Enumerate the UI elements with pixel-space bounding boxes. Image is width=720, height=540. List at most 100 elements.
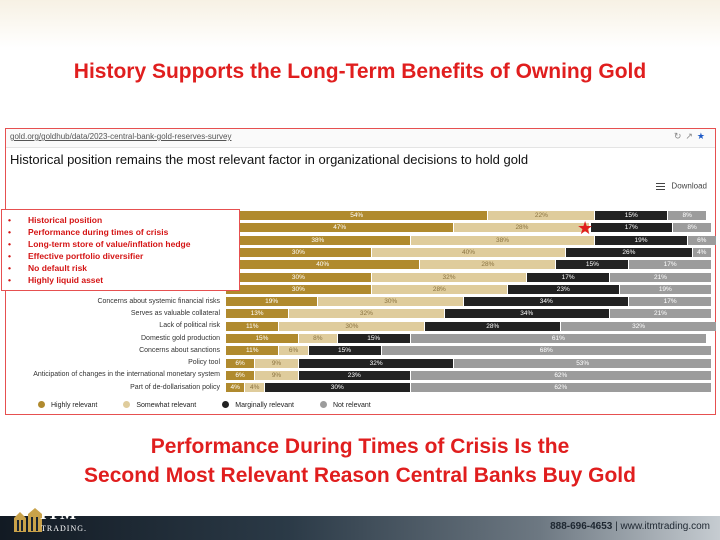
- bar-segment[interactable]: 47%: [226, 223, 454, 233]
- legend-item[interactable]: Not relevant: [319, 401, 371, 409]
- bar-segment[interactable]: 23%: [298, 370, 410, 380]
- bar-value-label: 11%: [245, 347, 259, 355]
- legend-label: Not relevant: [332, 402, 371, 409]
- bar-segment[interactable]: 62%: [410, 383, 711, 393]
- headline-bottom-line-2: Second Most Relevant Reason Central Bank…: [84, 464, 636, 487]
- bar-value-label: 6%: [288, 347, 299, 355]
- bar-segment[interactable]: 13%: [226, 309, 289, 319]
- bar-segment[interactable]: 30%: [226, 272, 371, 282]
- bar-segment[interactable]: 8%: [673, 223, 711, 233]
- bar-value-label: 19%: [658, 285, 672, 293]
- bar-segment[interactable]: 17%: [629, 260, 711, 270]
- bar-value-label: 47%: [333, 224, 347, 232]
- bar-value-label: 32%: [359, 310, 373, 318]
- bar-segment[interactable]: 17%: [590, 223, 673, 233]
- bar-segment[interactable]: 30%: [318, 297, 464, 307]
- bar-segment[interactable]: 38%: [226, 235, 410, 245]
- bar-value-label: 8%: [313, 335, 323, 342]
- bar-segment[interactable]: 30%: [264, 383, 410, 393]
- legend-dot-icon: [319, 401, 327, 408]
- bar-segment[interactable]: 26%: [566, 247, 692, 257]
- bar-segment[interactable]: 21%: [609, 272, 711, 282]
- bar-segment[interactable]: 38%: [410, 235, 595, 245]
- bar-segment[interactable]: 19%: [595, 235, 687, 245]
- refresh-icon[interactable]: ↻: [673, 131, 686, 141]
- bar-segment[interactable]: 23%: [507, 284, 619, 294]
- legend-item[interactable]: Highly relevant: [38, 401, 97, 409]
- bar-segment[interactable]: 4%: [245, 383, 264, 393]
- bar-segment[interactable]: 15%: [595, 211, 668, 220]
- chart-title: Historical position remains the most rel…: [10, 152, 529, 167]
- bar-segment[interactable]: 34%: [444, 309, 609, 319]
- browser-action-icons[interactable]: ↻↗★: [674, 131, 709, 142]
- row-label: Part of de-dollarisation policy: [130, 383, 220, 391]
- bar-value-label: 30%: [291, 248, 305, 256]
- bar-segment[interactable]: 17%: [629, 297, 711, 307]
- bar-segment[interactable]: 28%: [425, 321, 561, 331]
- bar-segment[interactable]: 11%: [226, 321, 279, 331]
- bar-segment[interactable]: 15%: [226, 334, 298, 343]
- bar-segment[interactable]: 8%: [668, 211, 707, 220]
- bar-segment[interactable]: 68%: [381, 346, 711, 356]
- bar-segment[interactable]: 15%: [308, 346, 381, 356]
- browser-address-bar[interactable]: gold.org/goldhub/data/2023-central-bank-…: [6, 129, 715, 148]
- bar-segment[interactable]: 30%: [226, 284, 371, 294]
- bar-segment[interactable]: 28%: [420, 260, 556, 270]
- bar-segment[interactable]: 28%: [371, 284, 507, 294]
- bar-value-label: 23%: [556, 285, 570, 293]
- bar-segment[interactable]: 4%: [226, 383, 245, 393]
- bar-value-label: 30%: [384, 298, 398, 306]
- bar-segment[interactable]: 6%: [687, 235, 716, 245]
- bar-value-label: 4%: [249, 384, 260, 392]
- share-icon[interactable]: ↗: [685, 131, 697, 141]
- browser-url[interactable]: gold.org/goldhub/data/2023-central-bank-…: [10, 132, 232, 141]
- legend-label: Marginally relevant: [235, 402, 294, 409]
- bar-value-label: 21%: [653, 273, 667, 281]
- bar-segment[interactable]: 4%: [692, 247, 711, 257]
- download-button[interactable]: Download: [656, 181, 707, 192]
- bar-segment[interactable]: 17%: [527, 272, 609, 282]
- bar-value-label: 15%: [338, 347, 352, 355]
- callout-item: Highly liquid asset: [2, 274, 239, 286]
- bar-segment[interactable]: 32%: [298, 358, 454, 368]
- bar-segment[interactable]: 28%: [454, 223, 590, 233]
- highlight-star-icon: ★: [577, 218, 594, 238]
- website-link[interactable]: www.itmtrading.com: [620, 521, 710, 532]
- bar-segment[interactable]: 53%: [454, 358, 711, 368]
- bar-value-label: 30%: [291, 285, 305, 293]
- legend-item[interactable]: Somewhat relevant: [123, 401, 196, 409]
- bar-segment[interactable]: 61%: [410, 334, 707, 343]
- bar-segment[interactable]: 6%: [279, 346, 308, 356]
- legend-item[interactable]: Marginally relevant: [222, 401, 294, 409]
- bar-value-label: 15%: [367, 335, 381, 342]
- bar-segment[interactable]: 11%: [226, 346, 279, 356]
- bar-segment[interactable]: 6%: [226, 358, 255, 368]
- bar-segment[interactable]: 8%: [298, 334, 337, 343]
- bookmark-star-icon[interactable]: ★: [696, 131, 709, 141]
- bar-segment[interactable]: 19%: [226, 297, 318, 307]
- bar-segment[interactable]: 32%: [289, 309, 444, 319]
- bar-segment[interactable]: 40%: [371, 247, 566, 257]
- top-gradient-band: [0, 0, 720, 48]
- bar-segment[interactable]: 32%: [561, 321, 716, 331]
- bar-segment[interactable]: 32%: [371, 272, 527, 282]
- bar-segment[interactable]: 15%: [337, 334, 410, 343]
- bar-segment[interactable]: 40%: [226, 260, 420, 270]
- bar-segment[interactable]: 6%: [226, 370, 255, 380]
- bar-segment[interactable]: 9%: [255, 358, 298, 368]
- bar-segment[interactable]: 30%: [279, 321, 425, 331]
- bar-segment[interactable]: 9%: [255, 370, 298, 380]
- bar-segment[interactable]: 34%: [464, 297, 629, 307]
- bar-value-label: 30%: [330, 384, 344, 392]
- bar-value-label: 22%: [534, 212, 548, 219]
- legend-dot-icon: [222, 401, 230, 408]
- bar-segment[interactable]: 22%: [488, 211, 595, 220]
- bar-value-label: 28%: [432, 285, 446, 293]
- bar-segment[interactable]: 62%: [410, 370, 711, 380]
- bar-segment[interactable]: 30%: [226, 247, 371, 257]
- bar-segment[interactable]: 54%: [226, 211, 488, 220]
- bar-value-label: 4%: [230, 384, 240, 392]
- bar-segment[interactable]: 15%: [556, 260, 629, 270]
- bar-segment[interactable]: 21%: [609, 309, 711, 319]
- bar-segment[interactable]: 19%: [619, 284, 711, 294]
